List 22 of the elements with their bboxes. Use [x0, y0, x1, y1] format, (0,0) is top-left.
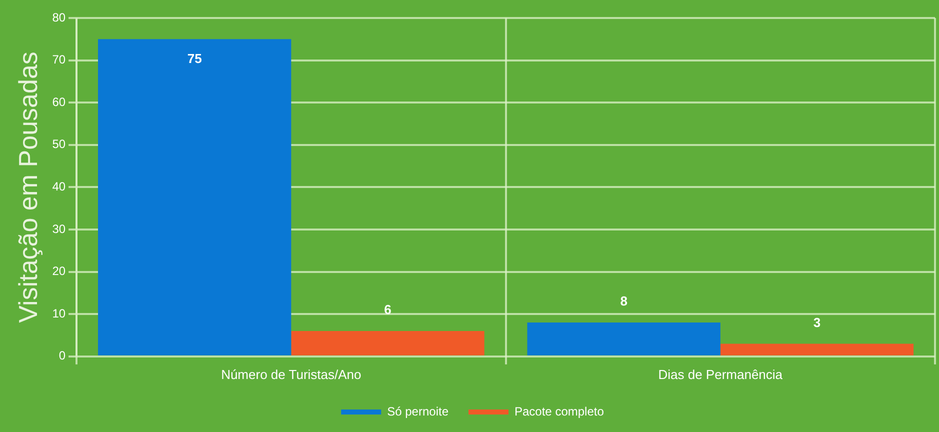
y-tick-label: 50 — [52, 137, 66, 152]
x-tick-label: Número de Turistas/Ano — [221, 366, 362, 382]
data-label: 8 — [620, 294, 628, 309]
legend-label: Só pernoite — [387, 404, 449, 418]
y-tick-label: 0 — [58, 348, 66, 363]
data-label: 6 — [384, 302, 392, 318]
y-tick-label: 40 — [52, 180, 66, 194]
y-tick-label: 10 — [52, 306, 66, 320]
data-label: 3 — [813, 314, 821, 330]
y-tick-label: 20 — [52, 264, 66, 278]
bar — [527, 322, 720, 356]
y-tick-label: 30 — [52, 222, 66, 236]
y-tick-label: 70 — [52, 52, 66, 67]
legend-label: Pacote completo — [514, 404, 604, 418]
bar — [98, 39, 292, 356]
y-tick-label: 60 — [52, 94, 66, 109]
x-tick-label: Dias de Permanência — [658, 366, 784, 382]
y-tick-label: 80 — [52, 10, 66, 24]
y-axis-title: Visitação em Pousadas — [12, 52, 43, 323]
data-label: 75 — [187, 51, 202, 66]
bar — [291, 331, 484, 356]
bar — [720, 344, 914, 356]
